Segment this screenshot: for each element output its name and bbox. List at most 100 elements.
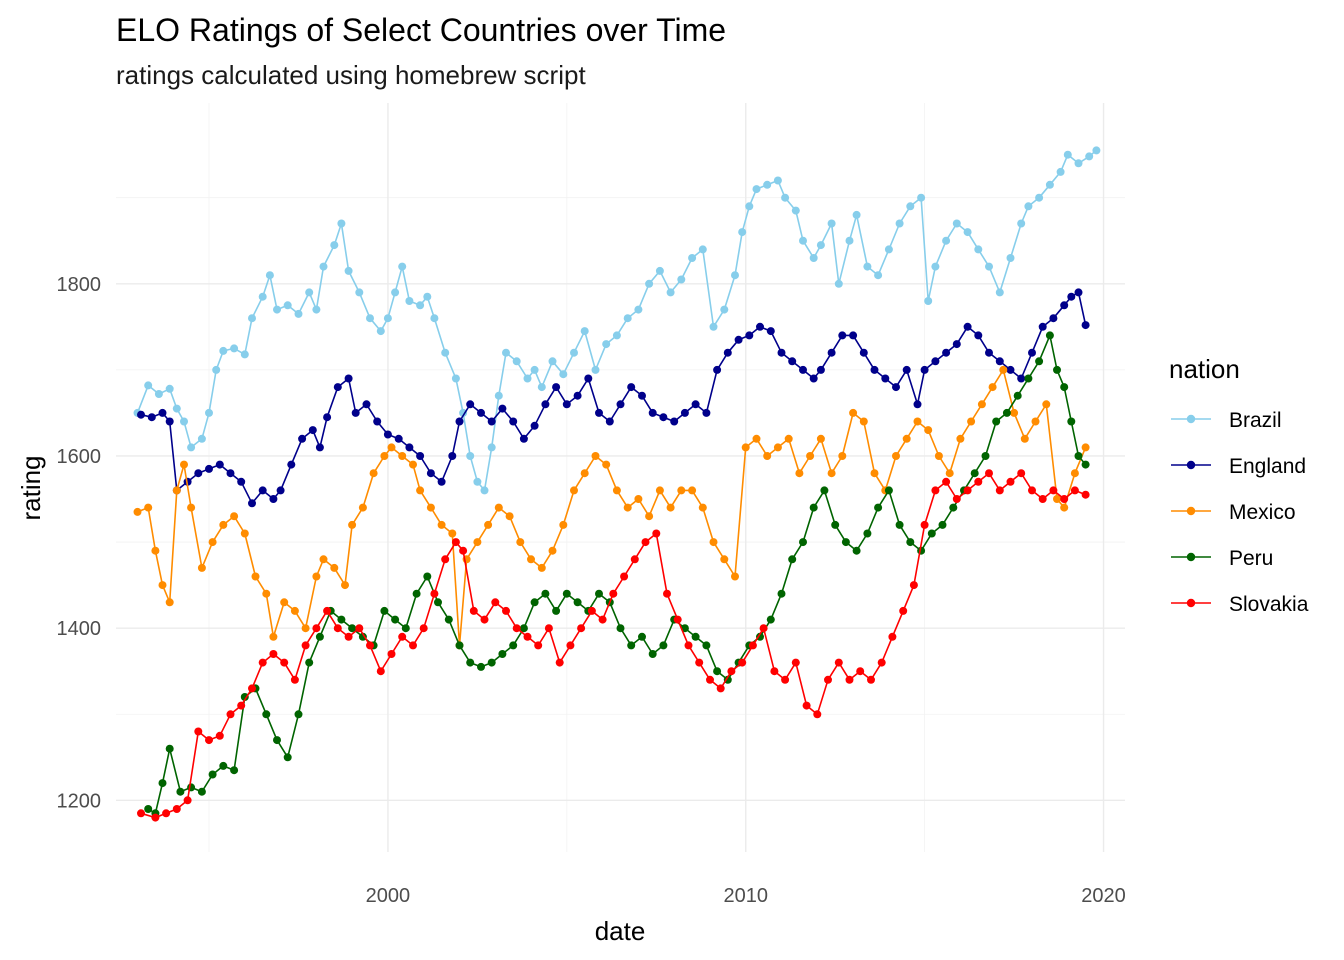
data-point-slovakia — [205, 736, 213, 745]
data-point-slovakia — [512, 624, 521, 633]
data-point-peru — [273, 736, 281, 745]
data-point-brazil — [344, 266, 353, 275]
data-point-slovakia — [609, 589, 618, 598]
series-england — [137, 288, 1090, 508]
data-point-mexico — [645, 512, 654, 521]
data-point-brazil — [645, 279, 654, 288]
data-point-brazil — [480, 486, 489, 495]
data-point-england — [344, 374, 353, 383]
data-point-brazil — [1063, 150, 1072, 159]
legend-label-brazil: Brazil — [1229, 409, 1282, 432]
data-point-slovakia — [974, 477, 983, 486]
data-point-england — [362, 400, 371, 409]
data-point-brazil — [781, 193, 790, 202]
data-point-brazil — [995, 288, 1004, 297]
data-point-peru — [466, 658, 475, 667]
data-point-mexico — [784, 434, 793, 443]
data-point-mexico — [262, 589, 271, 598]
data-point-mexico — [219, 520, 228, 529]
data-point-brazil — [451, 374, 460, 383]
data-point-mexico — [988, 383, 997, 392]
data-point-england — [920, 365, 929, 374]
data-point-brazil — [430, 314, 439, 323]
data-point-slovakia — [376, 667, 385, 676]
data-point-mexico — [180, 460, 188, 469]
data-point-mexico — [505, 512, 514, 521]
data-point-england — [605, 417, 614, 426]
data-point-brazil — [752, 185, 761, 194]
data-point-peru — [638, 632, 646, 641]
data-point-peru — [509, 641, 518, 650]
plot-grid — [116, 103, 1125, 852]
data-point-brazil — [799, 236, 807, 245]
data-point-peru — [487, 658, 496, 667]
legend-key-point — [1186, 552, 1196, 562]
data-point-england — [766, 327, 775, 336]
data-point-peru — [992, 417, 1001, 426]
data-point-peru — [1060, 383, 1069, 392]
data-point-peru — [970, 469, 979, 478]
data-point-slovakia — [748, 641, 757, 650]
data-point-brazil — [1092, 146, 1101, 155]
data-point-mexico — [892, 452, 900, 460]
legend-item-mexico: Mexico — [1171, 501, 1296, 524]
data-point-peru — [187, 783, 196, 792]
data-point-slovakia — [290, 675, 299, 684]
data-point-mexico — [838, 452, 847, 460]
data-point-brazil — [530, 365, 539, 374]
data-point-england — [573, 391, 582, 400]
data-point-slovakia — [727, 667, 736, 676]
data-point-england — [963, 322, 972, 331]
data-point-england — [713, 365, 722, 374]
data-point-mexico — [516, 538, 525, 547]
data-point-peru — [895, 520, 904, 529]
data-point-mexico — [859, 417, 868, 426]
legend-label-england: England — [1229, 455, 1306, 478]
data-point-brazil — [917, 193, 926, 202]
data-point-brazil — [283, 301, 292, 310]
data-point-england — [308, 426, 317, 435]
data-point-brazil — [655, 266, 664, 275]
data-point-slovakia — [215, 731, 224, 740]
data-point-brazil — [731, 271, 739, 280]
data-point-peru — [1024, 374, 1033, 383]
data-point-mexico — [437, 520, 446, 529]
data-point-peru — [412, 589, 421, 598]
y-tick-label: 1400 — [57, 618, 102, 640]
data-point-england — [680, 408, 689, 417]
data-point-mexico — [677, 486, 686, 495]
data-point-mexico — [358, 503, 367, 512]
data-point-england — [838, 331, 847, 340]
data-point-england — [799, 365, 807, 374]
data-point-slovakia — [641, 538, 650, 547]
y-tick-label: 1200 — [57, 790, 102, 812]
data-point-england — [648, 408, 657, 417]
data-point-brazil — [688, 254, 697, 262]
data-point-mexico — [1031, 417, 1040, 426]
data-point-slovakia — [759, 624, 768, 633]
data-point-england — [881, 374, 890, 383]
data-point-mexico — [548, 546, 557, 555]
data-point-slovakia — [451, 538, 460, 547]
x-tick-label: 2020 — [1081, 885, 1126, 907]
data-point-mexico — [369, 469, 378, 478]
data-point-brazil — [580, 327, 589, 336]
data-point-mexico — [494, 503, 503, 512]
data-point-brazil — [258, 292, 267, 301]
data-point-england — [351, 408, 360, 417]
data-point-england — [394, 434, 403, 443]
data-point-england — [552, 383, 561, 392]
data-point-peru — [820, 486, 829, 495]
data-point-peru — [337, 615, 346, 624]
data-point-england — [405, 443, 414, 452]
data-point-mexico — [319, 555, 328, 564]
data-point-england — [902, 365, 911, 374]
data-point-slovakia — [781, 675, 790, 684]
data-point-brazil — [423, 292, 432, 301]
data-point-slovakia — [333, 624, 342, 633]
data-point-mexico — [398, 452, 407, 460]
data-point-peru — [831, 520, 840, 529]
data-point-mexico — [967, 417, 976, 426]
data-point-peru — [927, 529, 936, 538]
data-point-slovakia — [344, 632, 353, 641]
